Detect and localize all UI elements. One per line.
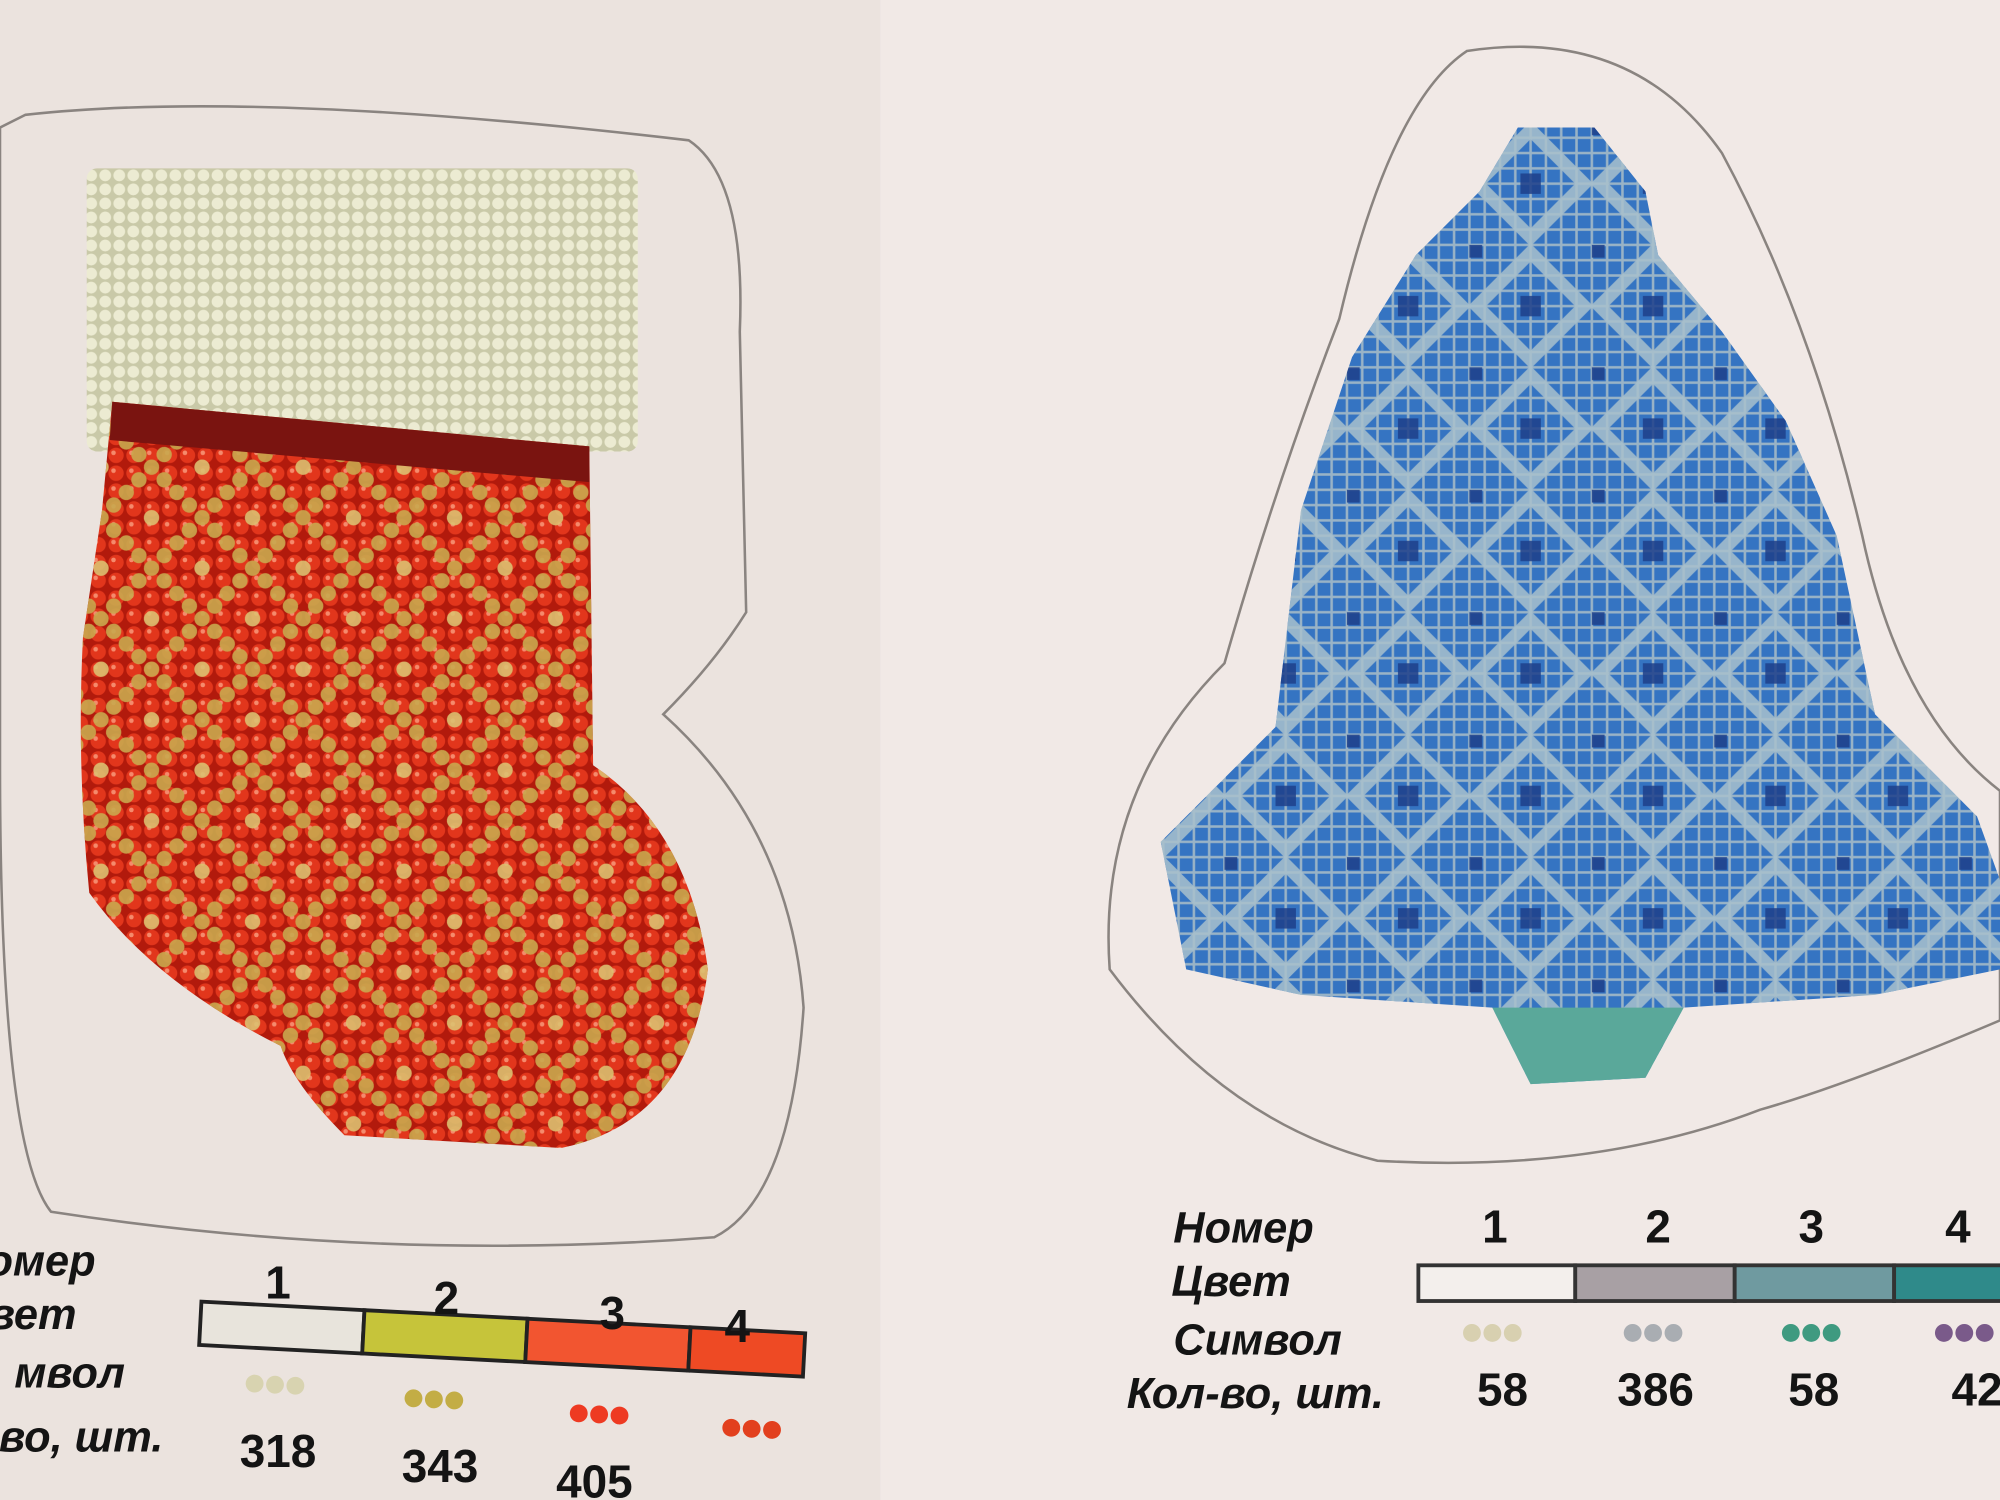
legend-number: 4	[724, 1300, 750, 1352]
left-legend	[197, 1299, 808, 1439]
stocking-band	[109, 401, 590, 483]
legend-number: 4	[1945, 1200, 1971, 1252]
bell-pattern	[1160, 127, 2000, 1085]
swatch	[197, 1299, 367, 1356]
legend-label: Цвет	[1171, 1258, 1290, 1306]
cut-outline	[1107, 45, 2000, 1165]
swatch	[686, 1325, 808, 1379]
legend-label: Номер	[1173, 1204, 1313, 1252]
cut-outline	[0, 105, 805, 1248]
legend-number: 2	[1645, 1200, 1671, 1252]
legend-number: 2	[434, 1272, 460, 1324]
legend-count: 318	[240, 1425, 317, 1477]
swatch	[1573, 1263, 1737, 1303]
legend-count: 405	[556, 1455, 633, 1500]
stocking-cuff	[86, 168, 638, 452]
legend-label: вет	[0, 1291, 77, 1339]
legend-label: Символ	[1173, 1317, 1341, 1365]
legend-number: 3	[599, 1287, 625, 1339]
legend-count: 42	[1952, 1364, 2000, 1416]
bell-loop	[1492, 1007, 1684, 1085]
legend-label: Кол-во, шт.	[1127, 1370, 1384, 1418]
legend-number: 3	[1798, 1200, 1824, 1252]
right-legend	[1416, 1263, 2000, 1342]
legend-label: во, шт.	[0, 1414, 163, 1462]
swatch	[1892, 1263, 2000, 1303]
legend-number: 1	[1482, 1200, 1508, 1252]
legend-count: 343	[402, 1440, 479, 1492]
legend-number: 1	[265, 1256, 291, 1308]
legend-label: мвол	[14, 1350, 125, 1398]
legend-count: 58	[1477, 1364, 1528, 1416]
legend-count: 58	[1788, 1364, 1839, 1416]
swatch	[1732, 1263, 1897, 1303]
stocking-pattern	[80, 401, 708, 1148]
legend-label: омер	[0, 1238, 96, 1286]
swatch	[1416, 1263, 1578, 1303]
legend-count: 386	[1617, 1364, 1694, 1416]
